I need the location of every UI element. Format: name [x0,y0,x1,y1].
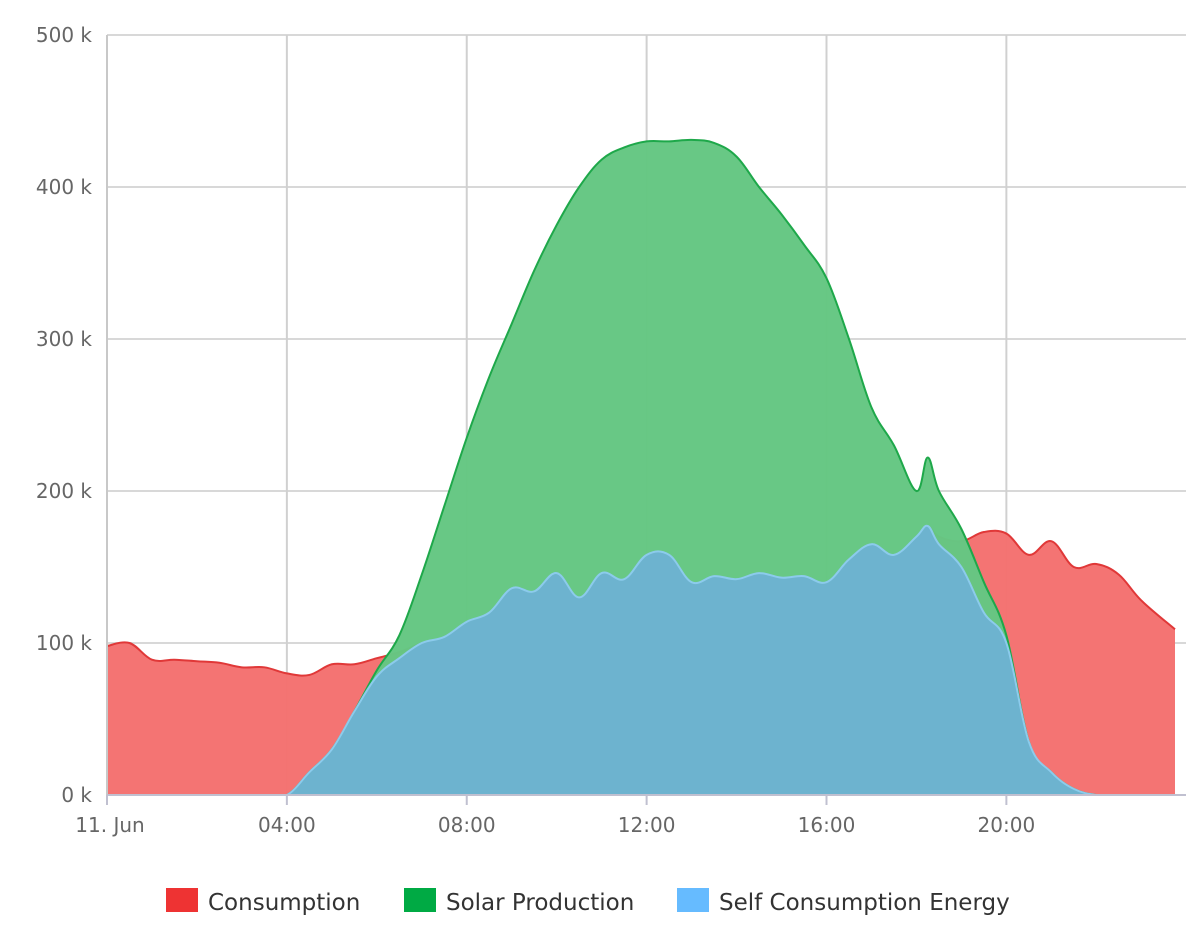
x-tick-label: 11. Jun [75,813,144,837]
y-tick-label: 200 k [36,479,93,503]
axes: 0 k 100 k 200 k 300 k 400 k 500 k 11. Jun 04:00… [36,23,1186,837]
legend-item-solar-production[interactable]: Solar Production [404,888,634,916]
plot-area [106,138,1176,796]
y-tick-label: 300 k [36,327,93,351]
legend-label: Solar Production [446,890,634,916]
series-area-self-consumption-energy [107,525,1175,795]
legend[interactable]: Consumption Solar Production Self Consumpt… [166,888,1010,916]
legend-item-consumption[interactable]: Consumption [166,888,360,916]
legend-swatch [166,888,198,912]
x-tick-label: 04:00 [258,813,316,837]
x-tick-label: 12:00 [618,813,676,837]
y-tick-label: 100 k [36,631,93,655]
legend-swatch [677,888,709,912]
x-tick-label: 08:00 [438,813,496,837]
y-tick-label: 400 k [36,175,93,199]
legend-item-self-consumption-energy[interactable]: Self Consumption Energy [677,888,1010,916]
x-tick-label: 20:00 [978,813,1036,837]
y-tick-label: 0 k [61,783,92,807]
x-tick-label: 16:00 [798,813,856,837]
legend-label: Self Consumption Energy [719,890,1010,916]
legend-swatch [404,888,436,912]
y-tick-label: 500 k [36,23,93,47]
legend-label: Consumption [208,890,360,916]
